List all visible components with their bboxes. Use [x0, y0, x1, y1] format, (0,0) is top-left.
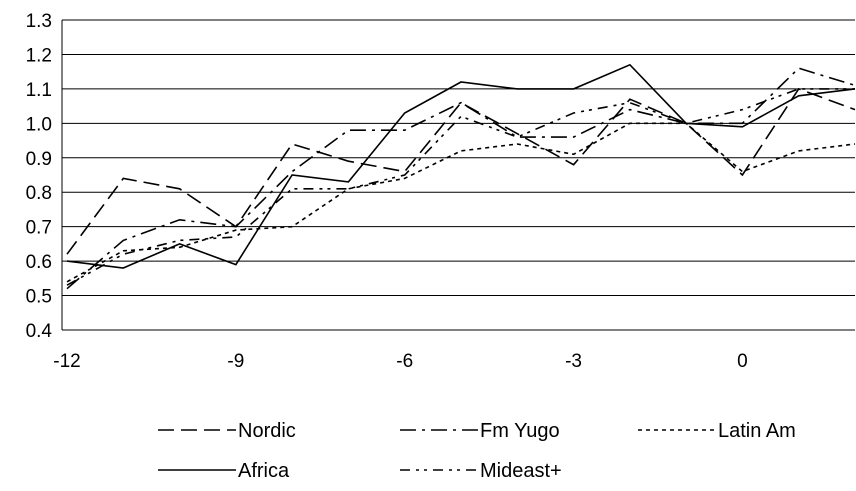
x-tick-label: -3: [565, 351, 582, 372]
legend-label: Latin Am: [718, 420, 796, 442]
legend-label: Africa: [238, 460, 290, 482]
y-tick-label: 1.3: [26, 11, 52, 32]
y-tick-label: 0.4: [26, 321, 53, 342]
series-lines: [66, 63, 856, 290]
y-tick-label: 0.7: [26, 218, 52, 239]
series-line-latin-am: [66, 122, 856, 283]
y-tick-label: 1.0: [26, 114, 52, 135]
legend-label: Fm Yugo: [480, 420, 560, 442]
x-tick-labels: -12 -9 -6 -3 0: [53, 351, 747, 372]
legend-label: Nordic: [238, 420, 296, 442]
y-tick-label: 0.8: [26, 183, 52, 204]
series-line-africa: [66, 63, 856, 269]
x-tick-label: -9: [227, 351, 244, 372]
x-tick-label: -6: [396, 351, 413, 372]
series-line-nordic: [66, 87, 856, 255]
y-tick-label: 0.5: [26, 287, 52, 308]
y-tick-label: 0.6: [26, 252, 52, 273]
y-tick-label: 1.2: [26, 45, 52, 66]
y-tick-label: 0.9: [26, 149, 52, 170]
x-tick-label: -12: [53, 351, 80, 372]
y-tick-labels: 0.4 0.5 0.6 0.7 0.8 0.9 1.0 1.1 1.2 1.3: [26, 11, 53, 342]
legend-label: Mideast+: [480, 460, 562, 482]
series-line-fm-yugo: [66, 67, 856, 290]
series-line-mideast: [66, 88, 855, 286]
y-tick-label: 1.1: [26, 80, 52, 101]
x-tick-label: 0: [737, 351, 748, 372]
gridlines: [62, 19, 855, 331]
legend: Nordic Fm Yugo Latin Am Africa Mideast+: [158, 420, 796, 482]
